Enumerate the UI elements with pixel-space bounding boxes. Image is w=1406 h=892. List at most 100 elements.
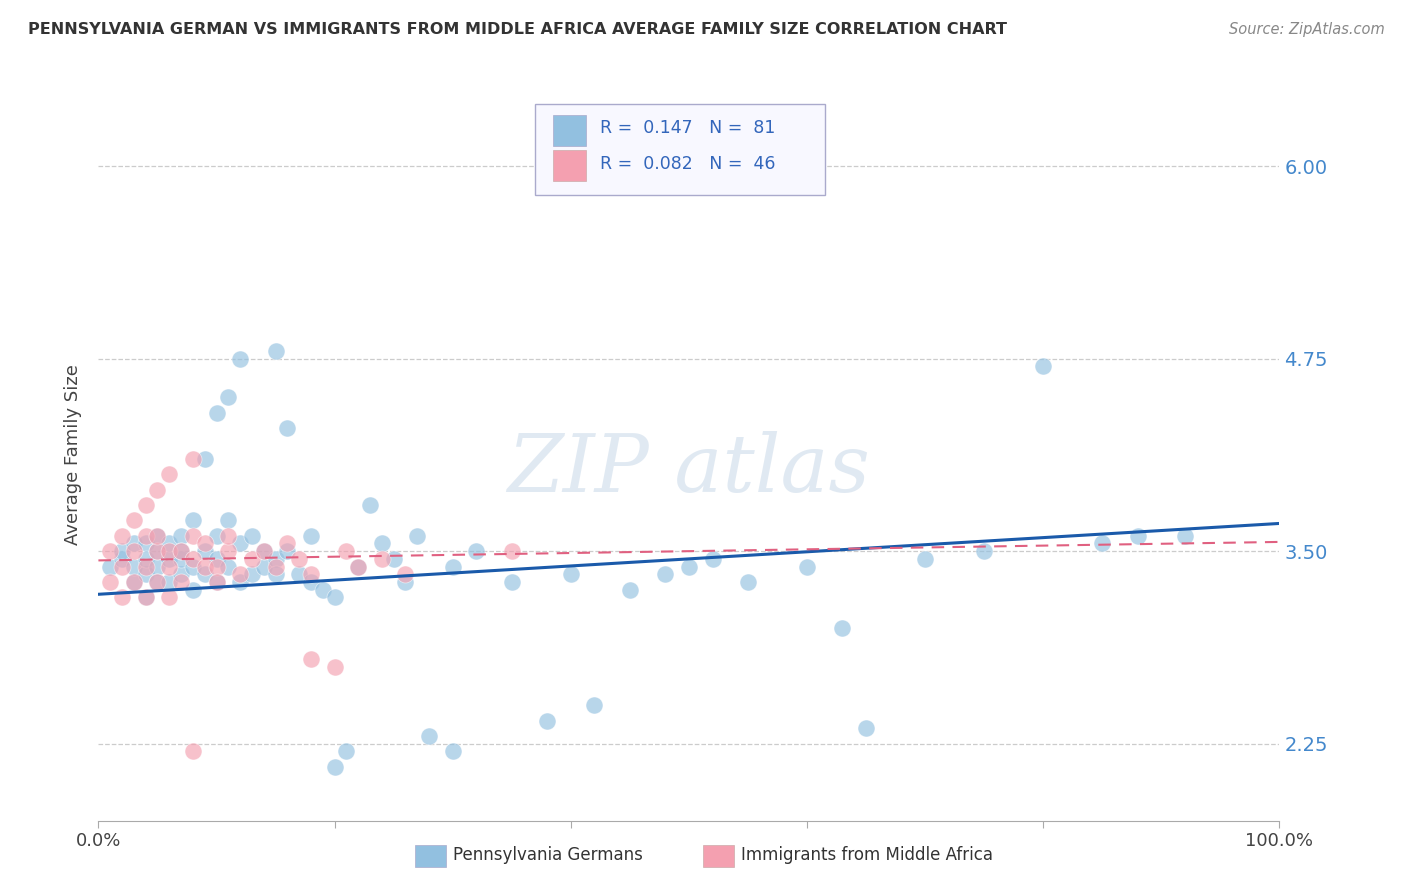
Point bbox=[194, 559, 217, 574]
Point bbox=[146, 483, 169, 497]
Point bbox=[135, 567, 157, 582]
Point bbox=[157, 559, 180, 574]
Point bbox=[146, 544, 169, 558]
Point bbox=[170, 552, 193, 566]
Point bbox=[619, 582, 641, 597]
Point bbox=[181, 552, 204, 566]
Point bbox=[122, 536, 145, 550]
Point bbox=[371, 536, 394, 550]
Point bbox=[323, 659, 346, 673]
Point bbox=[205, 574, 228, 589]
Point bbox=[122, 574, 145, 589]
Point bbox=[170, 544, 193, 558]
Point bbox=[288, 552, 311, 566]
Point bbox=[536, 714, 558, 728]
FancyBboxPatch shape bbox=[536, 103, 825, 195]
Point bbox=[465, 544, 488, 558]
Point bbox=[217, 529, 239, 543]
Text: Source: ZipAtlas.com: Source: ZipAtlas.com bbox=[1229, 22, 1385, 37]
Point bbox=[678, 559, 700, 574]
Point bbox=[135, 498, 157, 512]
Point bbox=[831, 621, 853, 635]
Point bbox=[157, 467, 180, 482]
Point bbox=[135, 591, 157, 605]
Point bbox=[146, 529, 169, 543]
Point bbox=[418, 729, 440, 743]
Point bbox=[229, 567, 252, 582]
Point bbox=[122, 559, 145, 574]
Point bbox=[146, 574, 169, 589]
Point bbox=[347, 559, 370, 574]
Point bbox=[359, 498, 381, 512]
Point bbox=[205, 552, 228, 566]
Point bbox=[335, 744, 357, 758]
Text: PENNSYLVANIA GERMAN VS IMMIGRANTS FROM MIDDLE AFRICA AVERAGE FAMILY SIZE CORRELA: PENNSYLVANIA GERMAN VS IMMIGRANTS FROM M… bbox=[28, 22, 1007, 37]
Point bbox=[157, 536, 180, 550]
Point bbox=[181, 513, 204, 527]
Point bbox=[217, 544, 239, 558]
Point bbox=[205, 406, 228, 420]
Point bbox=[111, 544, 134, 558]
Y-axis label: Average Family Size: Average Family Size bbox=[63, 365, 82, 545]
Text: Pennsylvania Germans: Pennsylvania Germans bbox=[453, 847, 643, 864]
Point bbox=[253, 559, 276, 574]
Point bbox=[205, 529, 228, 543]
Point bbox=[973, 544, 995, 558]
Point bbox=[146, 544, 169, 558]
Point bbox=[194, 451, 217, 466]
Point bbox=[240, 567, 263, 582]
Text: ZIP atlas: ZIP atlas bbox=[508, 431, 870, 508]
Point bbox=[135, 536, 157, 550]
Point bbox=[299, 529, 322, 543]
Point bbox=[135, 529, 157, 543]
Text: R =  0.147   N =  81: R = 0.147 N = 81 bbox=[600, 119, 776, 137]
Point bbox=[288, 567, 311, 582]
FancyBboxPatch shape bbox=[553, 150, 586, 180]
Point bbox=[98, 559, 121, 574]
Point bbox=[181, 559, 204, 574]
Point bbox=[135, 559, 157, 574]
Point bbox=[181, 529, 204, 543]
Point bbox=[111, 552, 134, 566]
Point bbox=[229, 574, 252, 589]
Point bbox=[335, 544, 357, 558]
Point bbox=[583, 698, 606, 713]
Text: Immigrants from Middle Africa: Immigrants from Middle Africa bbox=[741, 847, 993, 864]
Point bbox=[170, 574, 193, 589]
Point bbox=[135, 552, 157, 566]
Point bbox=[157, 591, 180, 605]
Point bbox=[111, 559, 134, 574]
Point bbox=[122, 544, 145, 558]
Point bbox=[796, 559, 818, 574]
Point bbox=[240, 529, 263, 543]
Point bbox=[737, 574, 759, 589]
Point bbox=[299, 567, 322, 582]
Point bbox=[394, 567, 416, 582]
Point bbox=[347, 559, 370, 574]
Point bbox=[441, 559, 464, 574]
Point bbox=[122, 513, 145, 527]
Point bbox=[702, 552, 724, 566]
Point bbox=[276, 544, 298, 558]
Point bbox=[323, 760, 346, 774]
Point bbox=[253, 544, 276, 558]
Point bbox=[217, 513, 239, 527]
Point bbox=[205, 574, 228, 589]
Point bbox=[276, 421, 298, 435]
Point bbox=[441, 744, 464, 758]
Point bbox=[382, 552, 405, 566]
Text: R =  0.082   N =  46: R = 0.082 N = 46 bbox=[600, 155, 776, 173]
Point bbox=[194, 544, 217, 558]
Point bbox=[264, 567, 287, 582]
Point bbox=[111, 591, 134, 605]
Point bbox=[299, 652, 322, 666]
Point bbox=[394, 574, 416, 589]
Point bbox=[264, 559, 287, 574]
Point bbox=[240, 552, 263, 566]
Point bbox=[323, 591, 346, 605]
Point bbox=[122, 574, 145, 589]
Point bbox=[181, 582, 204, 597]
Point bbox=[264, 343, 287, 358]
Point bbox=[253, 544, 276, 558]
Point bbox=[157, 574, 180, 589]
